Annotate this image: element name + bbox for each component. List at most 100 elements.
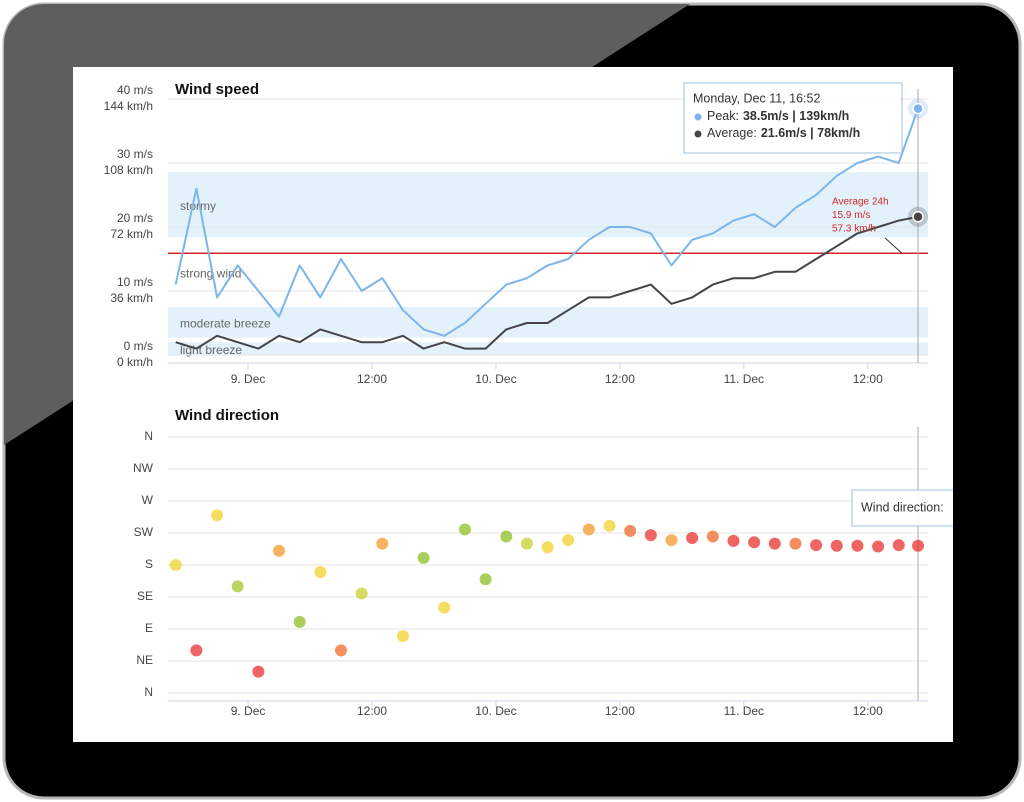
plot-band xyxy=(168,237,928,307)
tooltip-title: Monday, Dec 11, 16:52 xyxy=(693,91,820,105)
scatter-point xyxy=(335,644,348,657)
y2-tick-label: 0 km/h xyxy=(117,355,153,369)
scatter-point xyxy=(748,536,761,549)
scatter-point xyxy=(458,523,471,536)
plot-band-label: strong wind xyxy=(180,266,241,280)
plot-band-label: stormy xyxy=(180,199,216,213)
y2-tick-label: 36 km/h xyxy=(110,291,153,305)
scatter-point xyxy=(810,539,823,552)
chart-title: Wind speed xyxy=(175,81,259,98)
x-tick-label: 12:00 xyxy=(605,704,635,718)
x-tick-label: 12:00 xyxy=(853,372,883,386)
y-tick-label: E xyxy=(145,621,153,635)
scatter-point xyxy=(892,539,905,552)
average-label: 15.9 m/s xyxy=(832,210,870,221)
scatter-point xyxy=(500,530,513,543)
scatter-point xyxy=(851,539,864,552)
scatter-point xyxy=(376,537,389,550)
scatter-point xyxy=(355,587,368,600)
scatter-point xyxy=(562,534,575,547)
y-tick-label: SE xyxy=(137,589,153,603)
x-tick-label: 12:00 xyxy=(357,704,387,718)
scatter-point xyxy=(438,601,451,614)
x-tick-label: 9. Dec xyxy=(231,372,266,386)
scatter-point xyxy=(520,537,533,550)
scatter-point xyxy=(541,541,554,554)
scatter-point xyxy=(686,531,699,544)
y2-tick-label: 144 km/h xyxy=(104,99,153,113)
scatter-point xyxy=(872,540,885,553)
scatter-point xyxy=(582,523,595,536)
scatter-point xyxy=(912,539,925,552)
tooltip-row: Average: 21.6m/s | 78km/h xyxy=(707,126,860,140)
scatter-point xyxy=(252,665,265,678)
tooltip-dot xyxy=(694,113,702,121)
y-tick-label: 10 m/s xyxy=(117,275,153,289)
scatter-point xyxy=(830,539,843,552)
scatter-point xyxy=(190,644,203,657)
average-label: 57.3 km/h xyxy=(832,224,876,235)
scatter-point xyxy=(624,524,637,537)
scatter-point xyxy=(665,534,678,547)
x-tick-label: 11. Dec xyxy=(724,372,764,386)
plot-band-label: light breeze xyxy=(180,343,242,357)
tooltip-value: 38.5m/s | 139km/h xyxy=(743,109,849,123)
y2-tick-label: 108 km/h xyxy=(104,163,153,177)
y-tick-label: N xyxy=(144,685,153,699)
tooltip-dot xyxy=(694,130,702,138)
tooltip-label: Peak: xyxy=(707,109,739,123)
y-tick-label: NW xyxy=(133,461,154,475)
screen xyxy=(73,67,953,742)
x-tick-label: 10. Dec xyxy=(475,704,516,718)
y-tick-label: W xyxy=(142,493,154,507)
charts: Wind speed light breeze moderate breeze str… xyxy=(104,81,953,718)
y-tick-label: N xyxy=(144,429,153,443)
scatter-point xyxy=(706,530,719,543)
x-tick-label: 10. Dec xyxy=(475,372,516,386)
tooltip-label: Average: xyxy=(707,126,757,140)
scatter-point xyxy=(417,551,430,564)
x-tick-label: 12:00 xyxy=(853,704,883,718)
scatter-point xyxy=(211,509,224,522)
y-tick-label: S xyxy=(145,557,153,571)
scatter-point xyxy=(789,537,802,550)
x-tick-label: 12:00 xyxy=(605,372,635,386)
line-series xyxy=(175,215,919,350)
average-label: Average 24h xyxy=(832,197,889,208)
x-tick-label: 9. Dec xyxy=(231,704,266,718)
y-tick-label: SW xyxy=(134,525,154,539)
scatter-point xyxy=(293,615,306,628)
tooltip-box xyxy=(683,82,903,154)
y-tick-label: NE xyxy=(136,653,153,667)
tooltip-title: Wind direction: xyxy=(861,500,944,514)
plot-band-label: moderate breeze xyxy=(180,317,271,331)
tooltip-row: Peak: 38.5m/s | 139km/h xyxy=(707,109,849,123)
line-series xyxy=(174,108,919,337)
scatter-point xyxy=(396,630,409,643)
tooltip-box xyxy=(851,489,953,527)
y2-tick-label: 72 km/h xyxy=(110,227,153,241)
x-tick-label: 12:00 xyxy=(357,372,387,386)
scatter-point xyxy=(314,566,327,579)
scatter-point xyxy=(169,559,182,571)
scatter-point xyxy=(231,580,244,593)
tooltip: Wind direction: xyxy=(851,489,953,527)
chart-title: Wind direction xyxy=(175,407,279,424)
scatter-point xyxy=(273,544,286,557)
scatter-point xyxy=(479,573,492,586)
scatter-point xyxy=(644,529,657,542)
plot-band xyxy=(168,342,928,355)
y-tick-label: 0 m/s xyxy=(124,339,153,353)
y-tick-label: 40 m/s xyxy=(117,83,153,97)
y-tick-label: 30 m/s xyxy=(117,147,153,161)
scatter-point xyxy=(727,534,740,547)
average-label-leader xyxy=(884,237,903,254)
tooltip: Monday, Dec 11, 16:52 Peak: 38.5m/s | 139k… xyxy=(683,82,903,154)
y-tick-label: 20 m/s xyxy=(117,211,153,225)
hover-marker xyxy=(912,102,924,115)
scatter-point xyxy=(603,519,616,532)
scatter-point xyxy=(768,537,781,550)
hover-marker xyxy=(912,211,924,223)
x-tick-label: 11. Dec xyxy=(724,704,764,718)
